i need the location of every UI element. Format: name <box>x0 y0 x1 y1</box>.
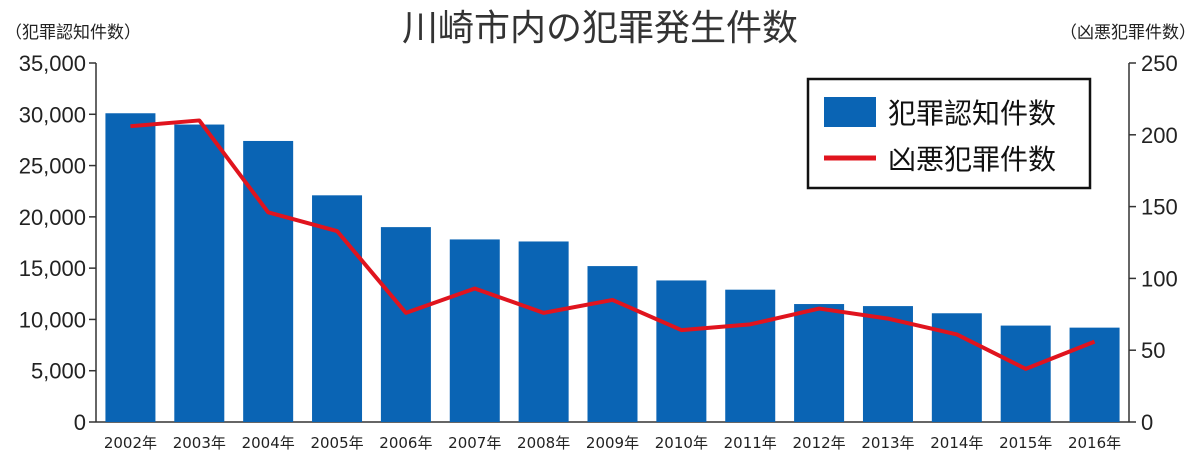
line-series <box>130 118 1096 371</box>
x-tick-label: 2013年 <box>861 434 914 452</box>
x-axis-ticks: 2002年 2003年 2004年 2005年 2006年 2007年 2008年 2009年… <box>104 434 1121 452</box>
bar-2003年 <box>174 124 225 423</box>
x-tick-label: 2004年 <box>242 434 295 452</box>
legend-label-bar: 犯罪認知件数 <box>888 97 1056 130</box>
x-tick-label: 2005年 <box>310 434 363 452</box>
right-tick-label: 250 <box>1141 51 1178 76</box>
right-axis-unit-label: （凶悪犯罪件数） <box>1060 23 1196 43</box>
bar-2015年 <box>1000 325 1051 422</box>
x-tick-label: 2016年 <box>1068 434 1121 452</box>
legend-bar-swatch <box>824 97 876 127</box>
bar-2004年 <box>243 140 294 422</box>
right-tick-label: 100 <box>1141 266 1178 291</box>
x-tick-label: 2003年 <box>173 434 226 452</box>
x-tick-label: 2009年 <box>586 434 639 452</box>
x-tick-label: 2008年 <box>517 434 570 452</box>
x-tick-label: 2002年 <box>104 434 157 452</box>
left-tick-label: 10,000 <box>19 307 86 332</box>
x-tick-label: 2011年 <box>724 434 777 452</box>
bar-2013年 <box>862 306 913 422</box>
legend-label-line: 凶悪犯罪件数 <box>888 143 1056 176</box>
x-tick-label: 2012年 <box>793 434 846 452</box>
legend: 犯罪認知件数 凶悪犯罪件数 <box>806 77 1092 190</box>
bar-2007年 <box>449 239 500 422</box>
bar-2002年 <box>105 113 156 422</box>
bar-2006年 <box>380 227 431 422</box>
left-tick-label: 25,000 <box>19 154 86 179</box>
left-axis-ticks: 0 5,000 10,000 15,000 20,000 25,000 30,000 35,0… <box>19 51 96 435</box>
right-tick-label: 200 <box>1141 123 1178 148</box>
left-tick-label: 0 <box>74 410 86 435</box>
bar-2008年 <box>518 241 569 422</box>
bar-2010年 <box>656 280 707 422</box>
left-axis-unit-label: （犯罪認知件数） <box>5 23 141 43</box>
bar-2012年 <box>794 304 845 422</box>
chart-title: 川崎市内の犯罪発生件数 <box>402 8 798 49</box>
right-tick-label: 50 <box>1141 338 1165 363</box>
x-tick-label: 2015年 <box>999 434 1052 452</box>
bar-2009年 <box>587 266 638 422</box>
x-tick-label: 2010年 <box>655 434 708 452</box>
right-axis-ticks: 0 50 100 150 200 250 <box>1129 51 1178 435</box>
left-tick-label: 20,000 <box>19 205 86 230</box>
left-tick-label: 15,000 <box>19 256 86 281</box>
x-tick-label: 2006年 <box>379 434 432 452</box>
left-tick-label: 5,000 <box>31 359 86 384</box>
x-tick-label: 2014年 <box>930 434 983 452</box>
left-tick-label: 30,000 <box>19 102 86 127</box>
x-tick-label: 2007年 <box>448 434 501 452</box>
right-tick-label: 0 <box>1141 410 1153 435</box>
bar-2011年 <box>725 289 776 422</box>
right-tick-label: 150 <box>1141 195 1178 220</box>
left-tick-label: 35,000 <box>19 51 86 76</box>
